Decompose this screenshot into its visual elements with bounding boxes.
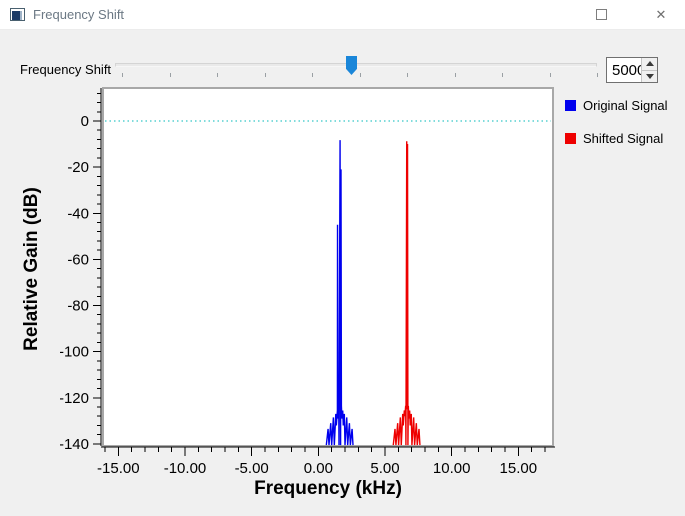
close-button[interactable]: ✕ — [643, 0, 679, 29]
maximize-button[interactable] — [583, 0, 619, 29]
y-tick-label: -80 — [67, 298, 89, 315]
y-tick-label: 0 — [81, 113, 89, 130]
slider-handle[interactable] — [346, 56, 357, 75]
legend-item-shifted-signal: Shifted Signal — [565, 127, 668, 149]
slider-tickmarks — [115, 73, 598, 79]
close-icon: ✕ — [655, 7, 667, 22]
window-title: Frequency Shift — [33, 7, 125, 22]
legend-label-shifted-signal: Shifted Signal — [583, 130, 664, 146]
spinbox-down-button[interactable] — [642, 70, 657, 82]
slider-tick — [502, 73, 503, 77]
y-tick-label: -100 — [60, 344, 89, 361]
spinbox-up-button[interactable] — [642, 58, 657, 71]
y-tick-label: -40 — [67, 205, 89, 222]
slider-tick — [264, 73, 266, 77]
x-tick-label: 15.00 — [500, 460, 538, 477]
slider-tick — [217, 73, 218, 77]
x-tick-label: 5.00 — [370, 460, 399, 477]
legend-swatch-shifted-signal — [565, 132, 576, 144]
x-tick-label: 0.00 — [304, 460, 333, 477]
slider-tick — [359, 73, 361, 77]
maximize-icon — [595, 9, 607, 20]
frequency-shift-slider-label: Frequency Shift — [20, 62, 112, 77]
series-original-signal — [325, 140, 354, 446]
legend-label-original-signal: Original Signal — [583, 97, 668, 113]
frequency-shift-spinbox-input[interactable] — [607, 58, 641, 82]
arrow-up-icon — [645, 61, 654, 67]
frequency-shift-slider[interactable] — [115, 54, 598, 80]
slider-tick — [549, 73, 551, 77]
x-tick-label: -5.00 — [235, 460, 269, 477]
series-shifted-signal — [392, 141, 421, 446]
slider-tick — [454, 73, 456, 77]
y-tick-label: -20 — [67, 159, 89, 176]
frequency-shift-spinbox[interactable] — [606, 57, 658, 83]
chart-svg: 0 -20 -40 -60 -80 -100 -120 -140 -15.00 -10.00 -5.… — [60, 87, 555, 477]
spinbox-buttons — [641, 58, 657, 82]
legend: Original Signal Shifted Signal — [565, 94, 668, 160]
plot-canvas — [102, 87, 554, 447]
x-tick-label: -10.00 — [164, 460, 207, 477]
x-axis-title: Frequency (kHz) — [254, 478, 402, 499]
slider-tick — [407, 73, 408, 77]
slider-tick — [312, 73, 313, 77]
arrow-down-icon — [645, 73, 654, 79]
slider-tick — [169, 73, 171, 77]
titlebar[interactable]: Frequency Shift ✕ — [0, 0, 685, 30]
legend-swatch-original-signal — [565, 99, 576, 111]
y-axis-title: Relative Gain (dB) — [21, 187, 42, 351]
slider-tick — [597, 73, 598, 77]
x-tick-label: 10.00 — [433, 460, 471, 477]
slider-tick — [122, 73, 123, 77]
app-icon — [10, 8, 25, 21]
y-tick-label: -120 — [60, 390, 89, 407]
x-tick-label: -15.00 — [97, 460, 140, 477]
y-tick-label: -60 — [67, 251, 89, 268]
legend-item-original-signal: Original Signal — [565, 94, 668, 116]
y-tick-label: -140 — [60, 436, 89, 453]
